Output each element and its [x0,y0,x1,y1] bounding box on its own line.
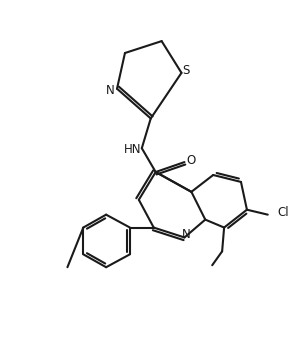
Text: N: N [182,228,191,241]
Text: N: N [106,84,114,97]
Text: Cl: Cl [278,206,289,219]
Text: S: S [183,64,190,77]
Text: O: O [187,154,196,167]
Text: HN: HN [124,143,142,156]
